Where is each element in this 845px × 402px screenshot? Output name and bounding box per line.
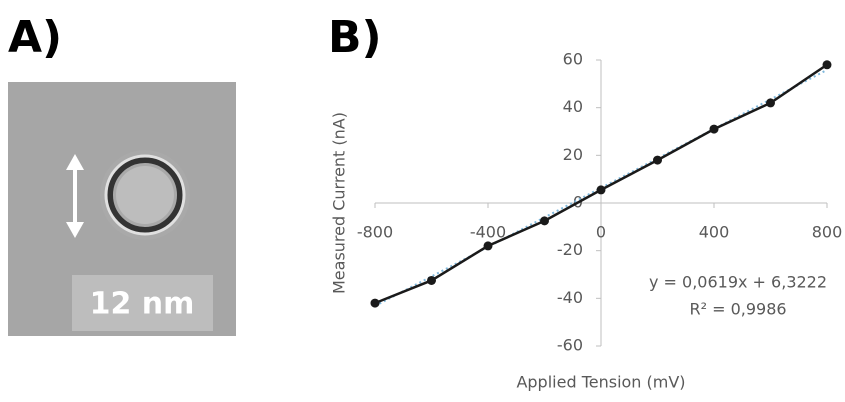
data-point — [596, 185, 606, 195]
x-tick-label: 800 — [812, 223, 843, 242]
scale-bar-label: 12 nm — [90, 287, 195, 322]
y-tick-label: 20 — [563, 145, 583, 164]
data-point — [766, 98, 775, 108]
data-point — [540, 216, 549, 226]
data-point — [822, 60, 832, 70]
y-tick-label: -40 — [557, 288, 583, 307]
y-tick-label: 60 — [563, 50, 583, 69]
x-tick-label: 400 — [699, 223, 730, 242]
panel-label: A) — [8, 12, 62, 63]
panel-label: B) — [328, 12, 382, 63]
x-axis-title: Applied Tension (mV) — [516, 373, 685, 392]
trendline-equation: y = 0,0619x + 6,3222 — [649, 273, 827, 292]
x-tick-label: -400 — [470, 223, 506, 242]
data-point — [709, 124, 719, 134]
y-tick-label: -20 — [557, 240, 583, 259]
data-point — [653, 155, 662, 165]
micrograph — [8, 82, 236, 336]
x-tick-label: 0 — [596, 223, 606, 242]
data-point — [370, 298, 380, 308]
y-tick-label: -60 — [557, 336, 583, 355]
y-tick-label: 40 — [563, 97, 583, 116]
x-tick-label: -800 — [357, 223, 393, 242]
y-axis-title: Measured Current (nA) — [330, 112, 349, 294]
data-point — [427, 275, 436, 285]
trendline-r2: R² = 0,9986 — [689, 300, 786, 319]
data-point — [483, 241, 493, 251]
